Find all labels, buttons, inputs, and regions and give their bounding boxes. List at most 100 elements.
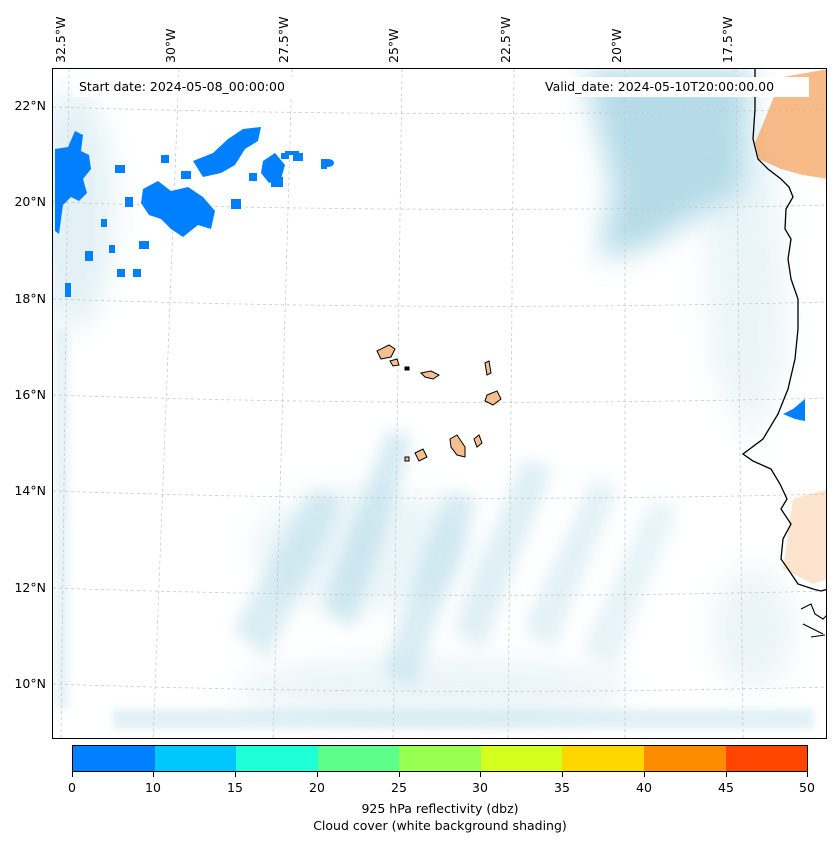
colorbar-label-30: 30 bbox=[472, 780, 488, 795]
cloud-band-northeast bbox=[583, 69, 753, 259]
colorbar-tick-45 bbox=[726, 772, 727, 777]
lat-label-16n: 16°N bbox=[14, 387, 46, 402]
colorbar-segment-0-10 bbox=[73, 746, 155, 771]
reflectivity-cell-19 bbox=[133, 269, 141, 277]
colorbar-label-10: 10 bbox=[145, 780, 161, 795]
reflectivity-cell-5 bbox=[65, 283, 71, 297]
cloud-cover-shading bbox=[53, 69, 813, 729]
meridian-32-5w bbox=[60, 69, 70, 738]
reflectivity-cell-6 bbox=[109, 245, 115, 253]
lon-label-22-5w: 22.5°W bbox=[498, 16, 513, 63]
reflectivity-cell-10 bbox=[271, 177, 283, 187]
reflectivity-cell-14 bbox=[285, 151, 299, 155]
colorbar-tick-20 bbox=[317, 772, 318, 777]
reflectivity-cluster-north bbox=[193, 127, 261, 177]
lon-label-30w: 30°W bbox=[163, 28, 178, 63]
colorbar-tick-10 bbox=[153, 772, 154, 777]
reflectivity-cell-17 bbox=[161, 155, 169, 163]
parallel-14n bbox=[53, 490, 826, 499]
start-date-label: Start date: 2024-05-08_00:00:00 bbox=[73, 78, 291, 95]
reflectivity-cell-9 bbox=[293, 153, 303, 161]
island-boa-vista bbox=[484, 390, 502, 406]
island-santo-antao bbox=[376, 344, 396, 360]
colorbar-tick-30 bbox=[480, 772, 481, 777]
colorbar-segment-45-50 bbox=[725, 746, 808, 771]
reflectivity-cell-13 bbox=[231, 199, 241, 209]
meridian-30w bbox=[152, 69, 180, 738]
lon-label-32-5w: 32.5°W bbox=[53, 16, 68, 63]
gridlines bbox=[53, 69, 826, 738]
cloud-patch-center bbox=[253, 489, 473, 609]
coastline bbox=[741, 69, 826, 592]
colorbar-label-35: 35 bbox=[554, 780, 570, 795]
colorbar-tick-25 bbox=[399, 772, 400, 777]
island-santiago bbox=[449, 434, 466, 458]
parallel-22n bbox=[53, 106, 826, 114]
island-fogo bbox=[414, 448, 428, 462]
colorbar-tick-50 bbox=[807, 772, 808, 777]
reflectivity-cluster-center bbox=[141, 181, 215, 237]
colorbar-title: 925 hPa reflectivity (dbz) bbox=[361, 801, 519, 816]
reflectivity-cell-2 bbox=[125, 197, 133, 207]
meridian-27-5w bbox=[272, 69, 293, 738]
lat-label-18n: 18°N bbox=[14, 291, 46, 306]
colorbar-label-50: 50 bbox=[799, 780, 815, 795]
meridian-17-5w bbox=[735, 69, 744, 738]
reflectivity-cell-1 bbox=[115, 165, 125, 173]
map-panel: Start date: 2024-05-08_00:00:00 Valid_da… bbox=[52, 68, 827, 739]
reflectivity-cluster-east bbox=[261, 153, 285, 183]
lon-label-25w: 25°W bbox=[386, 28, 401, 63]
cloud-strip-left bbox=[55, 329, 69, 709]
colorbar-label-25: 25 bbox=[391, 780, 407, 795]
colorbar-segment-10-15 bbox=[154, 746, 237, 771]
colorbar-segment-20-25 bbox=[317, 746, 400, 771]
reflectivity-cell-coast bbox=[783, 399, 805, 421]
coastline-islands-south bbox=[800, 603, 826, 638]
cloud-streak-6 bbox=[583, 499, 678, 669]
island-santa-luzia bbox=[404, 366, 410, 371]
reflectivity-patches bbox=[55, 127, 805, 421]
colorbar-label-15: 15 bbox=[227, 780, 243, 795]
reflectivity-cell-8 bbox=[117, 269, 125, 277]
colorbar-segment-40-45 bbox=[643, 746, 726, 771]
lon-label-20w: 20°W bbox=[609, 28, 624, 63]
lon-label-27-5w: 27.5°W bbox=[276, 16, 291, 63]
parallel-12n bbox=[53, 587, 826, 596]
parallel-18n bbox=[53, 298, 826, 307]
island-sao-nicolau bbox=[419, 370, 440, 380]
meridian-25w bbox=[392, 69, 403, 738]
colorbar-label-40: 40 bbox=[636, 780, 652, 795]
reflectivity-cell-11 bbox=[281, 153, 289, 159]
colorbar bbox=[72, 745, 808, 772]
colorbar-segment-35-40 bbox=[562, 746, 644, 771]
colorbar-label-20: 20 bbox=[309, 780, 325, 795]
colorbar-segment-15-20 bbox=[236, 746, 318, 771]
colorbar-tick-15 bbox=[235, 772, 236, 777]
reflectivity-cell-12 bbox=[249, 173, 257, 181]
map-canvas bbox=[53, 69, 826, 738]
reflectivity-cell-18 bbox=[181, 171, 191, 179]
meridian-22-5w bbox=[507, 69, 515, 738]
colorbar-subtitle: Cloud cover (white background shading) bbox=[313, 818, 567, 833]
lat-label-12n: 12°N bbox=[14, 580, 46, 595]
lon-label-17-5w: 17.5°W bbox=[720, 16, 735, 63]
cloud-patch-south bbox=[233, 659, 633, 719]
island-sal bbox=[484, 360, 492, 376]
cloud-streak-5 bbox=[523, 479, 618, 649]
colorbar-tick-0 bbox=[72, 772, 73, 777]
land-senegal-coast-shading bbox=[783, 489, 826, 584]
reflectivity-cluster-west bbox=[55, 131, 91, 234]
cloud-patch-southeast bbox=[713, 569, 793, 689]
cloud-band-east bbox=[703, 129, 788, 449]
reflectivity-cell-4 bbox=[85, 251, 93, 261]
island-maio bbox=[473, 434, 483, 448]
colorbar-segment-30-35 bbox=[480, 746, 563, 771]
cloud-strip-bottom bbox=[113, 709, 813, 729]
lat-label-20n: 20°N bbox=[14, 194, 46, 209]
island-sao-vicente bbox=[389, 358, 400, 367]
cloud-streak-4 bbox=[453, 459, 553, 649]
lat-label-10n: 10°N bbox=[14, 676, 46, 691]
colorbar-label-0: 0 bbox=[68, 780, 76, 795]
colorbar-label-45: 45 bbox=[718, 780, 734, 795]
parallel-16n bbox=[53, 394, 826, 403]
